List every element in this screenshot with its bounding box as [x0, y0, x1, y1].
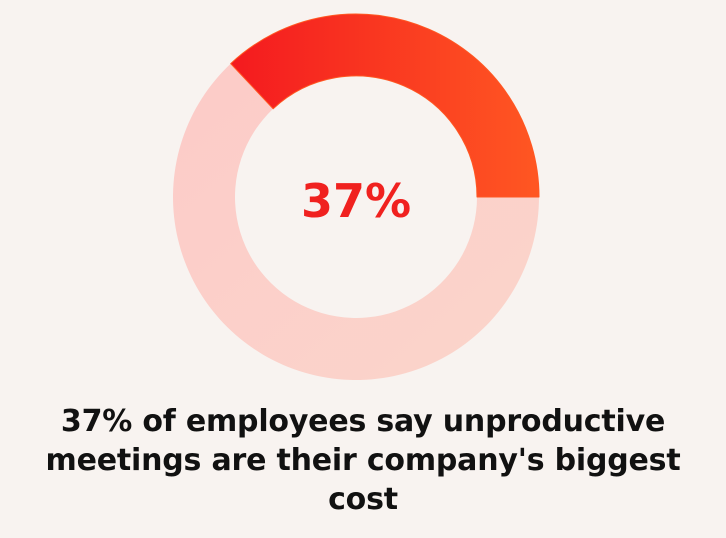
donut-slice-remainder — [173, 63, 539, 380]
donut-chart: 37% — [173, 13, 540, 380]
donut-slices — [173, 13, 540, 380]
center-percentage-label: 37% — [301, 174, 411, 228]
chart-caption: 37% of employees say unproductive meetin… — [45, 404, 681, 517]
donut-slice-highlight — [230, 13, 540, 198]
